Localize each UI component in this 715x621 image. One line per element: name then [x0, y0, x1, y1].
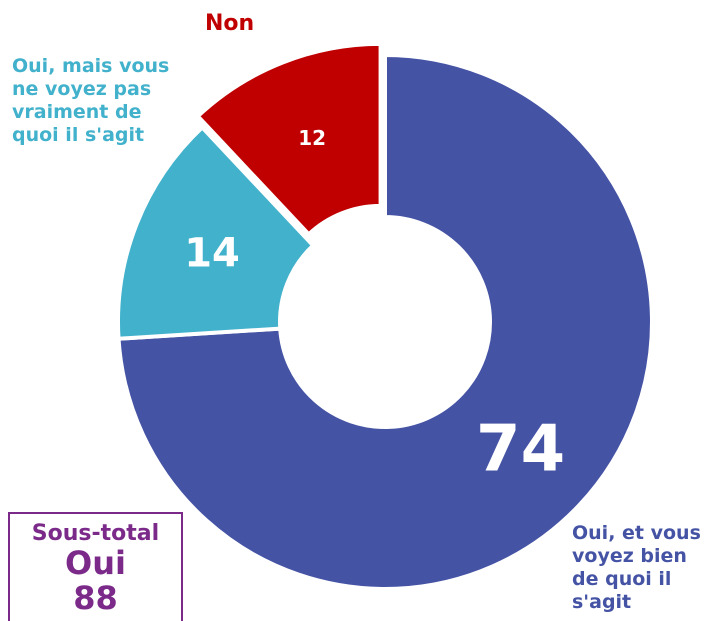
- subtotal-value: 88: [73, 579, 118, 618]
- value-label: 14: [184, 231, 240, 277]
- category-label: Non: [205, 11, 255, 36]
- category-label: Oui, et vous voyez bien de quoi il s'agi…: [572, 522, 701, 613]
- subtotal-title: Sous-total: [31, 521, 160, 546]
- category-label: Oui, mais vous ne voyez pas vraiment de …: [12, 55, 170, 146]
- donut-slice: [116, 52, 654, 591]
- value-label: 74: [476, 412, 565, 486]
- subtotal-box: Sous-total Oui 88: [8, 512, 183, 621]
- value-label: 12: [298, 126, 326, 150]
- donut-slice: [194, 41, 383, 238]
- donut-slice: [116, 124, 316, 341]
- subtotal-label: Oui: [65, 544, 126, 583]
